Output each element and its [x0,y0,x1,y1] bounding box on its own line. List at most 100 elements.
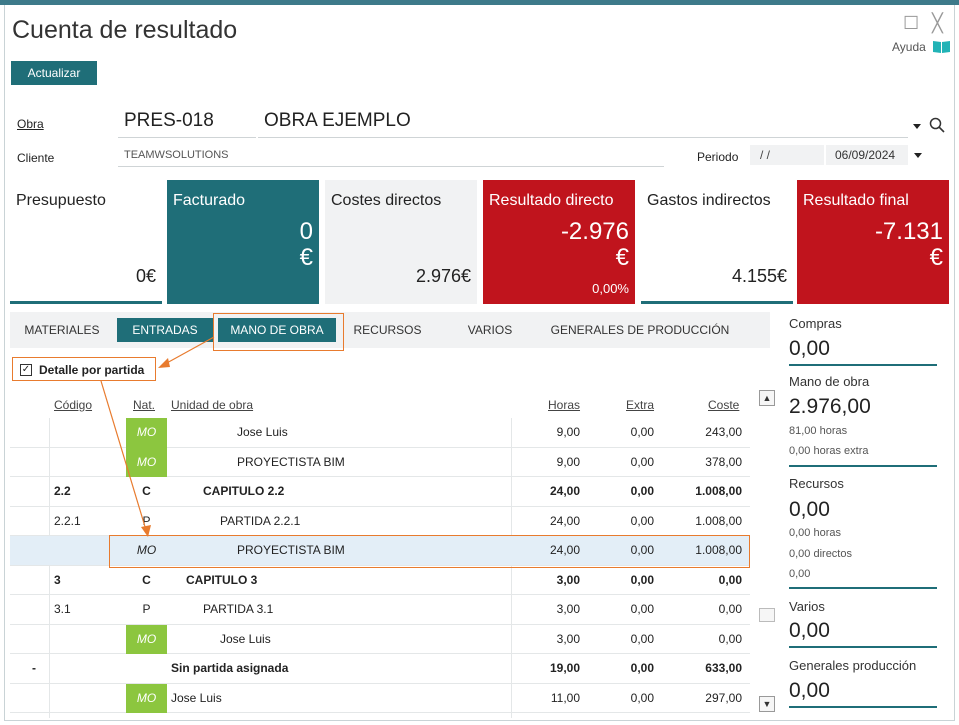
scroll-thumb[interactable] [759,608,775,622]
detalle-por-partida-label: Detalle por partida [39,363,145,377]
card-resultado-directo: Resultado directo -2.976 € 0,00% [483,180,635,304]
card-resultado-directo-value: -2.976 [560,218,629,245]
card-resultado-final-title: Resultado final [803,192,909,209]
col-header-extra[interactable]: Extra [626,398,655,412]
card-facturado-currency: € [299,244,313,271]
card-gastos-title: Gastos indirectos [647,192,771,209]
cell-codigo: 3.1 [54,602,71,616]
cell-nat: P [142,513,151,528]
card-resultado-directo-pct: 0,00% [592,281,629,296]
cell-coste: 378,00 [705,454,742,469]
summary-varios-value: 0,00 [789,619,830,642]
table-row[interactable]: 2.2.1 P PARTIDA 2.2.1 24,00 0,00 1.008,0… [10,507,750,536]
scroll-down-button[interactable]: ▼ [759,696,775,712]
book-icon[interactable] [933,40,950,53]
card-resultado-final-value: -7.131 [874,218,943,245]
window-top-border [0,0,959,5]
table-row-selected[interactable]: MO PROYECTISTA BIM 24,00 0,00 1.008,00 [10,536,750,566]
card-facturado: Facturado 0 € [167,180,319,304]
cell-nat: MO [126,418,167,448]
cell-horas: 24,00 [549,484,580,498]
summary-recursos-directos: 0,00 directos [789,548,852,560]
cell-unidad: Jose Luis [171,690,222,705]
summary-recursos-label: Recursos [789,476,844,491]
cell-nat: MO [136,543,157,557]
cell-unidad: CAPITULO 2.2 [203,484,285,498]
cell-codigo: - [32,661,36,675]
cell-coste: 0,00 [718,572,742,587]
cell-nat: C [142,572,151,587]
table-row[interactable]: MO Jose Luis 3,00 0,00 0,00 [10,624,750,654]
cell-horas: 9,00 [556,454,580,469]
cell-horas: 19,00 [549,661,580,675]
card-costes-directos: Costes directos 2.976€ [325,180,477,304]
table-row[interactable]: MO PROYECTISTA BIM 9,00 0,00 378,00 [10,447,750,477]
cell-nat: P [142,602,151,616]
card-resultado-directo-title: Resultado directo [489,192,614,209]
col-header-unidad[interactable]: Unidad de obra [171,398,254,412]
table-row[interactable]: 3 C CAPITULO 3 3,00 0,00 0,00 [10,566,750,595]
card-gastos-value: 4.155€ [731,266,787,286]
cell-horas: 9,00 [556,425,580,439]
cell-nat: MO [126,683,167,713]
card-gastos-indirectos: Gastos indirectos 4.155€ [641,180,793,304]
table-row[interactable]: MO Jose Luis 11,00 0,00 297,00 [10,683,750,713]
tab-materiales[interactable]: MATERIALES [24,323,100,337]
cell-extra: 0,00 [630,661,654,675]
table-row[interactable]: 2.2 C CAPITULO 2.2 24,00 0,00 1.008,00 [10,477,750,507]
help-link[interactable]: Ayuda [892,40,926,54]
tab-generales-produccion[interactable]: GENERALES DE PRODUCCIÓN [550,323,730,337]
periodo-from-input[interactable]: / / [750,145,824,165]
table-row[interactable]: 3.1 P PARTIDA 3.1 3,00 0,00 0,00 [10,595,750,625]
cliente-underline [118,166,664,167]
tab-varios[interactable]: VARIOS [467,323,513,337]
tab-mano-de-obra[interactable]: MANO DE OBRA [218,318,336,342]
summary-generales-label: Generales producción [789,658,917,673]
cell-nat: MO [126,447,167,477]
obra-label[interactable]: Obra [17,117,44,131]
detalle-por-partida-checkbox[interactable]: ✓ Detalle por partida [12,357,156,381]
cliente-field[interactable]: TEAMWSOLUTIONS [124,149,229,161]
cell-coste: 0,00 [718,631,742,646]
highlight-selected-row [109,535,750,568]
summary-mano-obra-horas: 81,00 horas [789,425,848,437]
cell-nat: C [142,484,151,498]
obra-dropdown-caret-icon[interactable] [912,122,922,130]
summary-recursos-extra: 0,00 [789,568,811,580]
cell-unidad: PARTIDA 2.2.1 [220,513,301,528]
col-header-nat[interactable]: Nat. [133,398,156,412]
cell-nat [126,654,167,684]
col-header-horas[interactable]: Horas [548,398,581,412]
col-header-codigo[interactable]: Código [54,398,93,412]
periodo-dropdown-caret-icon[interactable] [913,151,923,159]
summary-varios-line [789,646,937,648]
cell-extra: 0,00 [630,513,654,528]
cell-coste: 243,00 [705,425,742,439]
cell-horas: 3,00 [556,572,580,587]
maximize-button[interactable]: ☐ [903,13,920,33]
cell-coste: 0,00 [718,602,742,616]
cell-coste: 1.008,00 [695,484,742,498]
summary-compras-line [789,364,937,366]
close-button[interactable]: ╳ [932,13,943,33]
cell-extra: 0,00 [630,543,654,557]
search-icon[interactable] [929,117,945,133]
summary-mano-obra-label: Mano de obra [789,374,870,389]
tab-entradas[interactable]: ENTRADAS [117,318,213,342]
table-row[interactable]: MO Jose Luis 9,00 0,00 243,00 [10,418,750,448]
col-separator [511,418,512,718]
card-resultado-directo-currency: € [615,244,629,271]
refresh-button[interactable]: Actualizar [11,61,97,85]
card-facturado-value: 0 [299,218,313,245]
window-frame [4,5,955,721]
cell-coste: 1.008,00 [695,513,742,528]
obra-code-field[interactable]: PRES-018 [124,110,214,131]
table-row[interactable]: - Sin partida asignada 19,00 0,00 633,00 [10,654,750,684]
obra-name-field[interactable]: OBRA EJEMPLO [264,110,411,131]
periodo-to-input[interactable]: 06/09/2024 [826,145,908,165]
cell-coste: 633,00 [705,661,742,675]
tab-recursos[interactable]: RECURSOS [353,323,422,337]
col-header-coste[interactable]: Coste [708,398,740,412]
scroll-up-button[interactable]: ▲ [759,390,775,406]
card-facturado-title: Facturado [173,192,246,209]
